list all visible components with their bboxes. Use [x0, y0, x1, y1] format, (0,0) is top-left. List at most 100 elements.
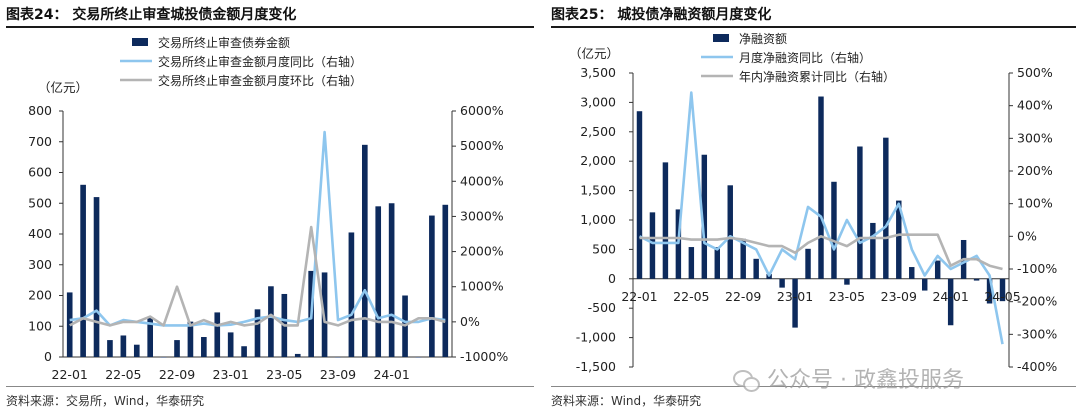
bar	[870, 222, 876, 279]
bar	[375, 206, 382, 357]
right-tick-label: -200%	[1017, 294, 1057, 309]
bar	[999, 278, 1006, 302]
bar	[201, 337, 207, 357]
legend-label: 交易所终止审查金额月度环比（右轴）	[158, 73, 362, 88]
left-tick-label: 3,500	[580, 65, 616, 80]
right-tick-label: 2000%	[460, 244, 504, 259]
bar	[857, 146, 863, 279]
watermark: 公众号 · 政鑫投服务	[733, 362, 964, 394]
chart-panel-left: 图表24： 交易所终止审查城投债金额月度变化 0 100 200 300 400 500 6…	[6, 7, 534, 408]
left-tick-label: 200	[28, 288, 52, 303]
legend-label: 年内净融资累计同比（右轴）	[739, 69, 895, 84]
bar	[254, 309, 261, 357]
right-tick-label: 0%	[1017, 228, 1037, 243]
left-tick-label: 3,000	[580, 94, 616, 109]
bar	[934, 260, 941, 279]
left-tick-label: -1,000	[576, 330, 616, 345]
bar	[335, 357, 341, 358]
title-underline	[551, 26, 1076, 28]
bar	[805, 248, 811, 279]
bar	[896, 200, 902, 279]
wechat-icon	[733, 368, 760, 392]
series-line-yoy	[638, 91, 1004, 345]
legend-bar-swatch	[132, 38, 148, 46]
chart-title: 图表24： 交易所终止审查城投债金额月度变化	[6, 7, 297, 23]
chart-svg-left: 0 100 200 300 400 500 600 700 800 -1000% 0% 1000% 20…	[28, 35, 508, 382]
right-tick-label: 100%	[1017, 196, 1053, 211]
bar	[294, 353, 301, 357]
bar	[160, 357, 167, 358]
left-tick-label: 500	[592, 241, 616, 256]
left-tick-label: 0	[608, 271, 616, 286]
bar	[268, 286, 274, 357]
bar	[227, 332, 234, 357]
right-tick-label: -400%	[1017, 359, 1057, 374]
bar	[636, 111, 643, 279]
bar	[93, 197, 100, 357]
left-tick-label: 2,500	[580, 124, 616, 139]
left-axis-unit: （亿元）	[38, 80, 88, 95]
left-tick-label: 600	[28, 165, 52, 180]
x-tick-label: 23-09	[881, 289, 917, 304]
right-tick-label: 200%	[1017, 163, 1053, 178]
bar	[649, 212, 656, 279]
bar	[753, 258, 759, 279]
bar	[429, 215, 435, 357]
bar	[844, 278, 850, 285]
bar	[107, 340, 113, 357]
bar	[831, 181, 837, 279]
bar	[727, 185, 733, 279]
left-tick-label: 100	[28, 318, 52, 333]
x-tick-label: 22-01	[621, 289, 657, 304]
x-tick-label: 22-05	[105, 367, 141, 382]
legend-bar-swatch	[713, 34, 729, 42]
bar	[348, 232, 355, 357]
source-note: 资料来源：Wind，华泰研究	[551, 394, 702, 408]
bar	[120, 335, 127, 357]
right-tick-label: 300%	[1017, 130, 1053, 145]
right-tick-label: 1000%	[460, 279, 504, 294]
left-axis-unit: （亿元）	[569, 46, 619, 61]
bar	[688, 247, 695, 279]
x-tick-label: 22-09	[159, 367, 195, 382]
watermark-text: 公众号 · 政鑫投服务	[767, 368, 964, 393]
x-tick-label: 22-01	[52, 367, 88, 382]
bar	[986, 278, 993, 304]
x-tick-label: 23-05	[266, 367, 302, 382]
title-underline	[6, 26, 534, 28]
left-tick-label: 400	[28, 226, 52, 241]
right-tick-label: -100%	[1017, 261, 1057, 276]
bar	[922, 278, 928, 291]
x-tick-label: 23-01	[777, 289, 813, 304]
right-tick-label: -300%	[1017, 326, 1057, 341]
chart-title: 图表25： 城投债净融资额月度变化	[551, 7, 772, 23]
right-tick-label: 5000%	[460, 138, 504, 153]
right-tick-label: 4000%	[460, 173, 504, 188]
bar	[779, 278, 785, 288]
bar	[147, 317, 154, 357]
bar	[415, 357, 422, 358]
x-tick-label: 22-09	[725, 289, 761, 304]
bar	[80, 184, 86, 357]
legend-label: 交易所终止审查债券金额	[158, 35, 290, 50]
bar	[973, 278, 980, 281]
bar	[714, 247, 720, 279]
right-tick-label: 3000%	[460, 208, 504, 223]
right-tick-label: 0%	[460, 314, 480, 329]
x-tick-label: 24-01	[932, 289, 968, 304]
x-tick-label: 24-01	[373, 367, 409, 382]
series-line-mom	[639, 233, 1003, 271]
bar	[792, 278, 798, 328]
left-tick-label: 500	[28, 195, 52, 210]
left-tick-label: -1,500	[576, 359, 616, 374]
x-tick-label: 22-05	[673, 289, 709, 304]
bar	[388, 203, 395, 357]
left-tick-label: 300	[28, 257, 52, 272]
bar	[241, 346, 247, 357]
bar	[662, 162, 669, 279]
series-line-mom	[69, 225, 446, 327]
chart-svg-right: -1,500 -1,000 -500 0 500 1,000 1,500 2,000 2,500…	[569, 32, 1057, 374]
source-divider	[551, 386, 1076, 387]
bar	[883, 137, 889, 279]
left-tick-label: 2,000	[580, 153, 616, 168]
